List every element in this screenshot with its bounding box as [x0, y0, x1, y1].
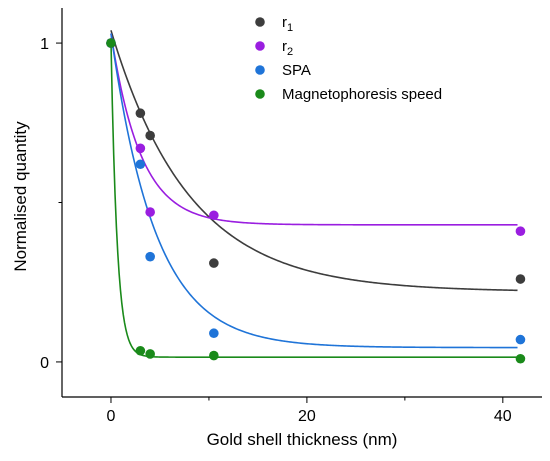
data-point: [135, 345, 146, 356]
data-point: [209, 210, 219, 221]
data-point: [209, 350, 219, 361]
legend-entry-name: Magnetophoresis speed: [282, 86, 442, 103]
fit-curve: [110, 33, 518, 349]
legend-entry-subscript: 1: [287, 22, 293, 34]
fit-curve: [110, 33, 518, 226]
legend-entry: SPA: [282, 62, 311, 79]
y-tick-label: 0: [40, 355, 49, 372]
data-point: [515, 353, 526, 364]
legend-entry-name: r: [282, 14, 287, 31]
data-point: [145, 130, 155, 141]
legend-entry: r1: [282, 14, 293, 34]
x-tick-label: 0: [107, 408, 116, 425]
data-point: [145, 207, 155, 217]
legend-entry-name: SPA: [282, 62, 311, 79]
legend-marker: [255, 65, 265, 75]
data-point: [515, 334, 526, 345]
fit-curve: [110, 41, 518, 358]
legend-marker: [255, 17, 265, 27]
legend-entry-subscript: 2: [287, 46, 293, 58]
axes: 0 20 40 0 1: [40, 8, 542, 425]
data-point: [135, 143, 146, 154]
legend-entry: r2: [282, 38, 293, 58]
legend-entry-name: r: [282, 38, 287, 55]
legend-entry: Magnetophoresis speed: [282, 86, 442, 103]
data-point: [145, 349, 155, 359]
x-axis-label: Gold shell thickness (nm): [207, 430, 398, 449]
x-tick-label: 20: [298, 408, 316, 425]
data-point: [209, 328, 219, 339]
fit-curve: [110, 30, 518, 292]
data-point: [515, 226, 526, 236]
y-axis-label: Normalised quantity: [11, 121, 30, 272]
data-point: [135, 108, 146, 119]
data-point: [145, 251, 155, 262]
data-point: [135, 159, 146, 170]
data-point: [106, 38, 116, 48]
legend-marker: [255, 41, 265, 51]
y-tick-label: 1: [40, 36, 49, 53]
data-points: [106, 38, 526, 364]
fit-curves: [110, 30, 518, 358]
legend-marker: [255, 89, 265, 99]
x-tick-label: 40: [494, 408, 512, 425]
data-point: [209, 258, 219, 268]
data-point: [515, 274, 526, 284]
